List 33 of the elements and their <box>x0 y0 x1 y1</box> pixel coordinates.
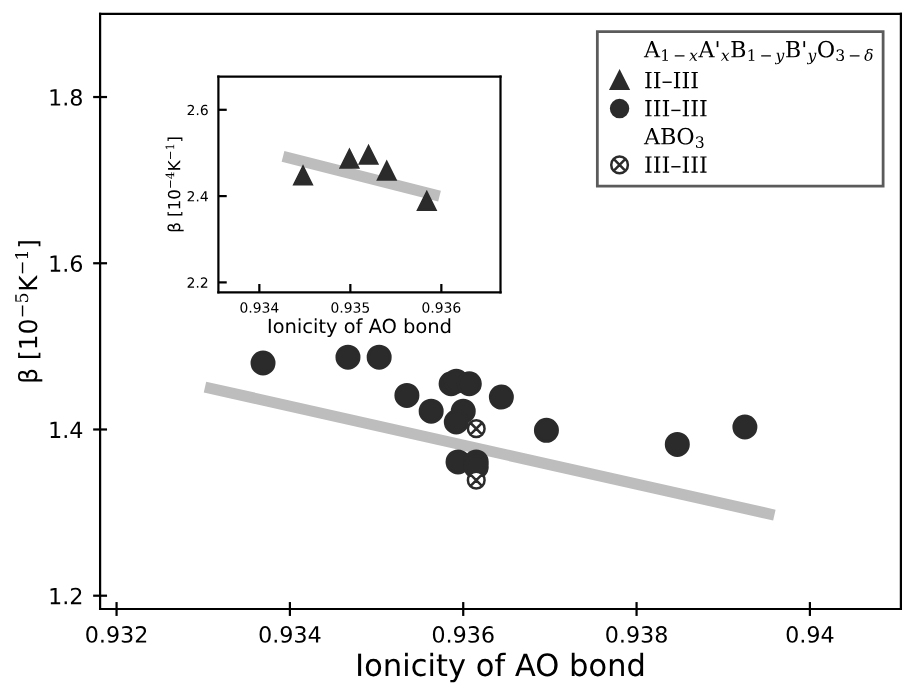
x-tick-label: 0.936 <box>432 626 494 643</box>
y-tick-label: 1.4 <box>50 421 83 438</box>
point <box>250 350 276 376</box>
point <box>418 398 444 424</box>
x-axis-title: Ionicity of AO bond <box>268 318 451 338</box>
point <box>293 166 313 186</box>
point <box>732 414 758 440</box>
legend-label: III–III <box>645 156 707 173</box>
y-axis-title: β [10$^{−5}$K$^{−1}$] <box>15 241 43 382</box>
point <box>358 145 379 165</box>
point <box>664 431 690 457</box>
x-tick-label: 0.938 <box>606 626 667 643</box>
point <box>335 344 361 370</box>
x-tick-label: 0.934 <box>259 626 321 643</box>
point <box>417 191 437 211</box>
text: II–III <box>645 71 698 89</box>
y-tick-label: 1.2 <box>50 587 82 605</box>
annotation: ABO$_{3}$ <box>643 127 704 148</box>
y-tick-label: 1.6 <box>50 255 83 273</box>
point <box>366 344 392 370</box>
text: A$_{1−x}$A'$_{x}$B$_{1−y}$B'$_{y}$O$_{3−δ}$ <box>643 40 873 65</box>
point <box>488 384 514 410</box>
y-axis-title: β [10$^{−4}$K$^{−1}$] <box>165 137 184 232</box>
point <box>394 382 420 408</box>
x-tick-label: 0.94 <box>786 626 834 643</box>
point <box>339 149 360 169</box>
point <box>533 417 559 443</box>
legend-label: III–III <box>645 100 707 117</box>
point <box>377 161 397 181</box>
point <box>443 409 469 435</box>
x-axis-title: Ionicity of AO bond <box>358 652 644 683</box>
y-tick-label: 1.8 <box>50 88 82 106</box>
x-tick-label: 0.932 <box>86 626 147 643</box>
